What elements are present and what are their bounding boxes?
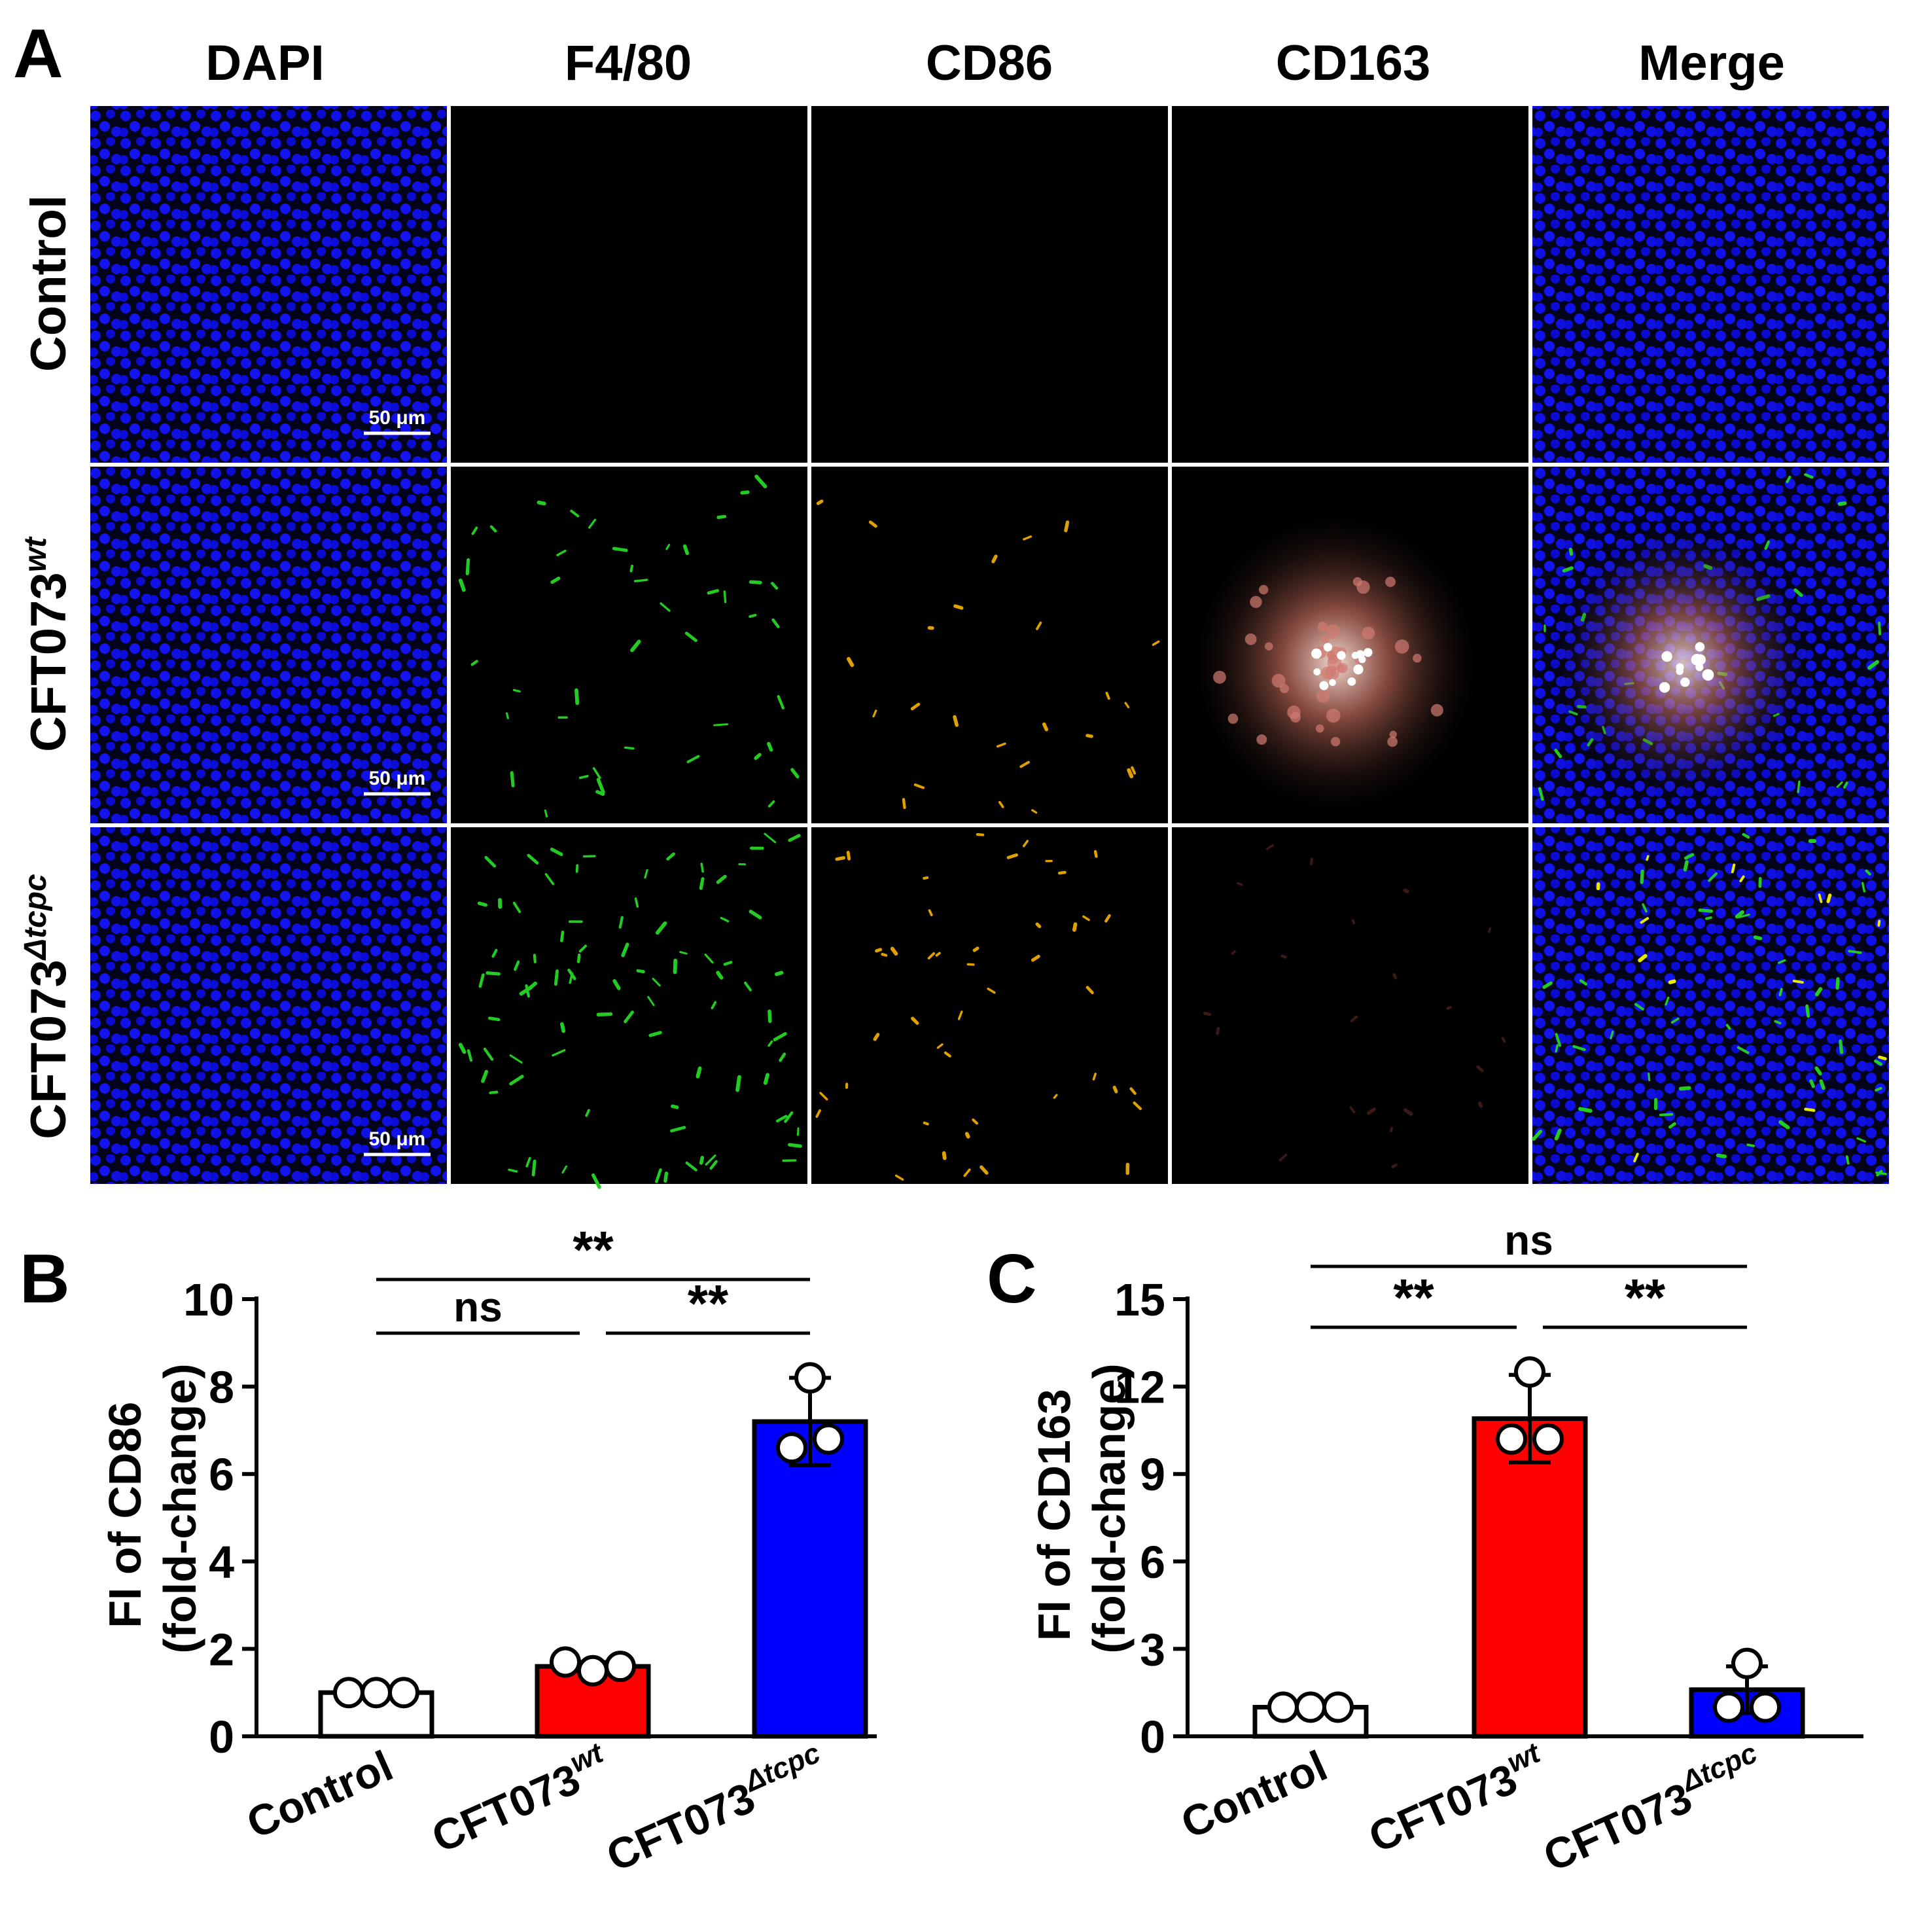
y-tick-label: 0: [209, 1711, 234, 1762]
data-point: [1731, 1647, 1763, 1679]
micrograph-cft073-dtcpc-merge: [1532, 827, 1889, 1184]
data-point: [776, 1432, 807, 1464]
micrograph-cft073-dtcpc-cd86: [811, 827, 1168, 1184]
panel-b-ylabel: FI of CD86 (fold-change): [99, 1363, 205, 1653]
data-point: [1322, 1691, 1354, 1723]
y-tick-label: 3: [1140, 1624, 1165, 1675]
micrograph-control-cd86: [811, 106, 1168, 463]
data-point: [1713, 1691, 1744, 1723]
panel-b-chart: B FI of CD86 (fold-change) 0 2 4 6 8 10 Contro…: [20, 1221, 877, 1881]
x-category-label: Control: [239, 1741, 399, 1848]
micrograph-cft073-dtcpc-cd163: [1172, 827, 1528, 1184]
x-category-label: Control: [1174, 1741, 1333, 1848]
micrograph-cft073-wt-dapi: 50 μm: [90, 467, 447, 823]
significance-label: **: [1625, 1268, 1666, 1327]
significance-bracket: ns: [376, 1283, 580, 1335]
significance-label: **: [573, 1221, 614, 1279]
column-header-cd86: CD86: [926, 35, 1053, 91]
y-tick-label: 0: [1140, 1711, 1165, 1762]
bar-2: [752, 1419, 868, 1739]
data-point: [794, 1362, 826, 1394]
panel-a-letter: A: [13, 15, 63, 92]
data-point: [388, 1677, 419, 1709]
significance-bracket: **: [1311, 1268, 1517, 1329]
data-point: [1532, 1423, 1564, 1455]
micrograph-cft073-dtcpc-dapi: 50 μm: [90, 827, 447, 1184]
data-point: [1750, 1691, 1781, 1723]
y-tick-label: 10: [183, 1274, 234, 1325]
micrograph-cft073-dtcpc-f480: [451, 827, 807, 1189]
significance-bracket: **: [376, 1221, 810, 1281]
micrograph-grid: 50 μm 50 μm 50 μm: [90, 106, 1889, 1189]
scale-bar-label: 50 μm: [369, 407, 426, 429]
micrograph-cft073-wt-f480: [451, 467, 807, 823]
y-tick-label: 6: [1140, 1537, 1165, 1588]
micrograph-control-cd163: [1172, 106, 1528, 463]
scale-bar: 50 μm: [364, 407, 431, 435]
data-point: [1295, 1691, 1326, 1723]
data-point: [1514, 1356, 1545, 1388]
x-category-label: CFT073Δtcpc: [597, 1737, 833, 1881]
row-label-cft073-wt: CFT073wt: [18, 536, 77, 752]
panel-c-ylabel: FI of CD163 (fold-change): [1029, 1363, 1135, 1653]
significance-bracket: ns: [1311, 1217, 1747, 1268]
significance-bracket: **: [606, 1274, 810, 1335]
data-point: [333, 1677, 364, 1709]
x-category-label: CFT073wt: [1360, 1736, 1555, 1862]
y-tick-label: 4: [209, 1537, 234, 1588]
micrograph-control-merge: [1532, 106, 1889, 463]
micrograph-cft073-wt-merge: [1532, 467, 1889, 823]
micrograph-cft073-wt-cd163: [1172, 467, 1528, 823]
y-tick-label: 2: [209, 1624, 234, 1675]
panel-c-chart: C FI of CD163 (fold-change) 0 3 6 9 12 15 Cont…: [987, 1217, 1863, 1881]
column-header-dapi: DAPI: [205, 35, 325, 91]
y-tick-label: 8: [209, 1362, 234, 1413]
y-tick-label: 6: [209, 1449, 234, 1500]
x-category-label: CFT073Δtcpc: [1534, 1737, 1770, 1881]
panel-a: A DAPI F4/80 CD86 CD163 Merge Control CF…: [13, 15, 1897, 1189]
panel-b-letter: B: [20, 1240, 70, 1317]
scale-bar: 50 μm: [364, 1128, 431, 1156]
significance-bracket: **: [1543, 1268, 1747, 1329]
row-label-cft073-dtcpc: CFT073Δtcpc: [18, 874, 77, 1139]
scale-bar: 50 μm: [364, 768, 431, 796]
column-header-f480: F4/80: [565, 35, 692, 91]
micrograph-control-f480: [451, 106, 807, 463]
data-point: [577, 1655, 609, 1687]
data-point: [361, 1677, 392, 1709]
row-label-control: Control: [21, 195, 77, 372]
y-tick-label: 12: [1114, 1362, 1165, 1413]
data-point: [1267, 1691, 1299, 1723]
data-point: [550, 1646, 581, 1678]
scale-bar-label: 50 μm: [369, 1128, 426, 1150]
micrograph-cft073-wt-cd86: [811, 467, 1168, 823]
column-header-cd163: CD163: [1276, 35, 1431, 91]
significance-label: **: [688, 1274, 729, 1333]
micrograph-control-dapi: 50 μm: [90, 106, 447, 463]
significance-label: ns: [1504, 1217, 1553, 1264]
x-category-label: CFT073wt: [423, 1736, 618, 1862]
scale-bar-label: 50 μm: [369, 768, 426, 789]
data-point: [813, 1423, 844, 1455]
bar-1: [1472, 1416, 1588, 1739]
data-point: [1496, 1423, 1527, 1455]
y-tick-label: 15: [1114, 1274, 1165, 1325]
significance-label: ns: [453, 1283, 503, 1331]
column-header-merge: Merge: [1638, 35, 1785, 91]
significance-label: **: [1393, 1268, 1434, 1327]
panel-c-letter: C: [987, 1240, 1037, 1317]
data-point: [605, 1651, 636, 1683]
y-tick-label: 9: [1140, 1449, 1165, 1500]
